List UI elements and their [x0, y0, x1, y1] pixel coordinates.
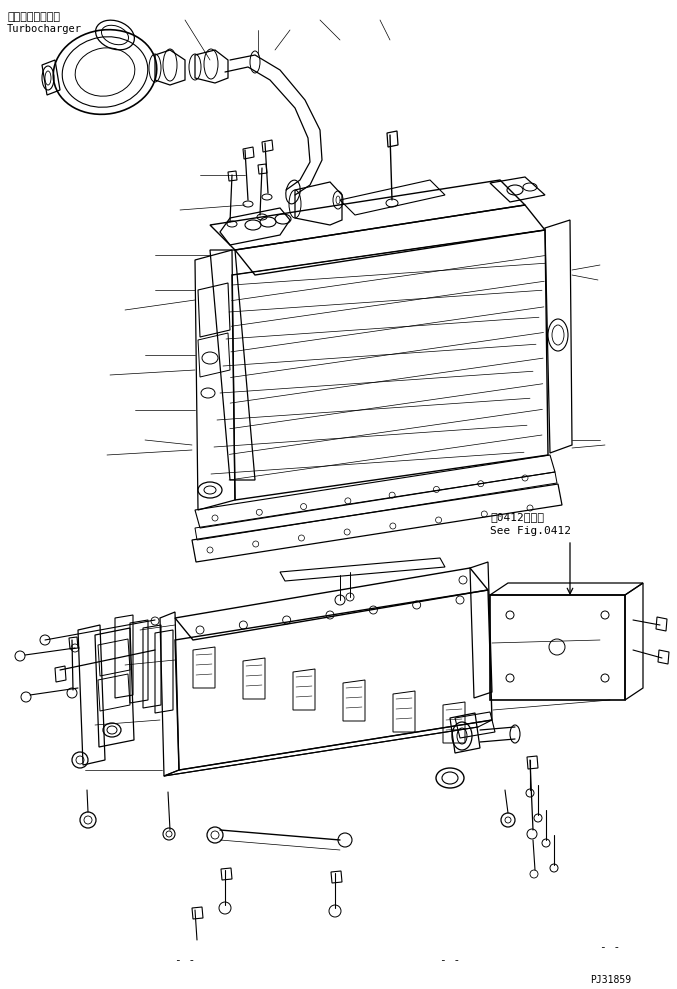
Text: PJ31859: PJ31859: [590, 975, 631, 985]
Text: - -: - -: [600, 942, 620, 952]
Text: Turbocharger: Turbocharger: [7, 24, 82, 34]
Text: ターボチャージャ: ターボチャージャ: [7, 12, 60, 22]
Text: 第0412図参照: 第0412図参照: [490, 512, 544, 522]
Text: - -: - -: [440, 955, 460, 965]
Text: See Fig.0412: See Fig.0412: [490, 526, 571, 536]
Text: - -: - -: [175, 955, 195, 965]
